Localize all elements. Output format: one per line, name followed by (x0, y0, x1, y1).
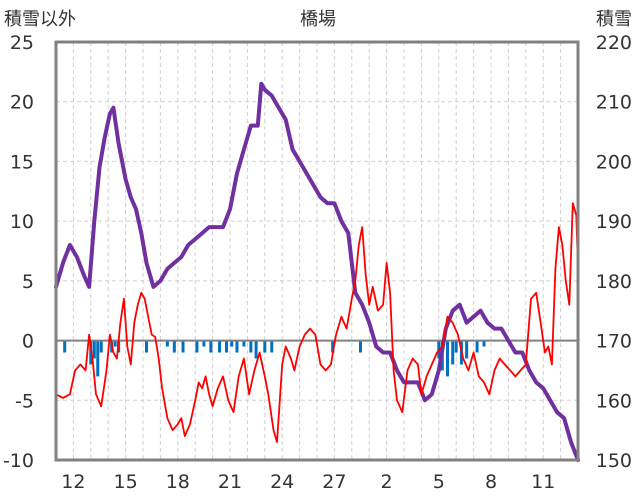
right-axis-title: 積雪 (596, 9, 632, 30)
left-axis-ticks: -10 -5 0 5 10 15 20 25 (3, 32, 34, 472)
x-tick-label: 8 (485, 471, 497, 493)
right-tick-label: 200 (596, 151, 632, 173)
right-tick-label: 210 (596, 92, 632, 114)
snowfall-bar (249, 340, 253, 353)
x-tick-label: 18 (166, 471, 190, 493)
snowfall-bar (99, 340, 103, 353)
snowfall-bar (263, 340, 267, 353)
left-tick-label: -10 (3, 450, 34, 472)
snowfall-bar (165, 340, 169, 347)
left-tick-label: 20 (10, 92, 34, 114)
chart-title: 橋場 (300, 9, 336, 30)
snowfall-bar (446, 340, 449, 377)
x-tick-label: 5 (433, 471, 445, 493)
snowfall-bar (218, 340, 222, 353)
x-tick-label: 11 (531, 471, 555, 493)
x-tick-label: 12 (61, 471, 85, 493)
right-tick-label: 190 (596, 211, 632, 233)
snowfall-bar (63, 340, 67, 353)
other-series-line (55, 202, 579, 444)
right-tick-label: 220 (596, 32, 632, 54)
grid-lines (55, 41, 578, 461)
snowfall-bar (359, 340, 362, 353)
snowfall-bar (113, 340, 117, 347)
right-tick-label: 150 (596, 450, 632, 472)
series-lines (54, 81, 580, 462)
right-tick-label: 170 (596, 331, 632, 353)
snowfall-bar (209, 340, 213, 353)
right-tick-label: 180 (596, 271, 632, 293)
right-axis-ticks: 150 160 170 180 190 200 210 220 (596, 32, 632, 472)
snowfall-bar (96, 340, 100, 377)
snowfall-bar (482, 340, 486, 347)
x-tick-label: 27 (322, 471, 346, 493)
plot-frame (54, 40, 580, 462)
x-axis-ticks: 12 15 18 21 24 27 2 5 8 11 (61, 471, 555, 493)
left-tick-label: 15 (10, 151, 34, 173)
left-tick-label: 0 (22, 331, 34, 353)
left-axis-title: 積雪以外 (4, 9, 76, 30)
snowfall-bar (172, 340, 176, 353)
x-tick-label: 2 (381, 471, 393, 493)
snowfall-bar (270, 340, 274, 353)
left-tick-label: 10 (10, 211, 34, 233)
x-tick-label: 15 (114, 471, 138, 493)
snow-depth-line (54, 81, 580, 462)
snowfall-bar (331, 340, 335, 353)
x-tick-label: 21 (218, 471, 242, 493)
snowfall-bar (242, 340, 246, 347)
snowfall-bar (92, 340, 96, 359)
snowfall-bar (202, 340, 206, 347)
snowfall-bar (181, 340, 185, 353)
snowfall-bar (230, 340, 234, 347)
snowfall-bar (465, 340, 469, 359)
left-tick-label: -5 (15, 390, 34, 412)
x-tick-label: 24 (270, 471, 294, 493)
snowfall-bar (451, 340, 455, 365)
snowfall-bar (454, 340, 458, 353)
snowfall-bar (475, 340, 479, 353)
snowfall-bar (225, 340, 229, 353)
snowfall-bar (144, 340, 148, 353)
snowfall-bar (195, 340, 199, 353)
snowfall-bar (235, 340, 239, 353)
left-tick-label: 5 (22, 271, 34, 293)
snowfall-bar (254, 340, 258, 359)
right-tick-label: 160 (596, 390, 632, 412)
left-tick-label: 25 (10, 32, 34, 54)
